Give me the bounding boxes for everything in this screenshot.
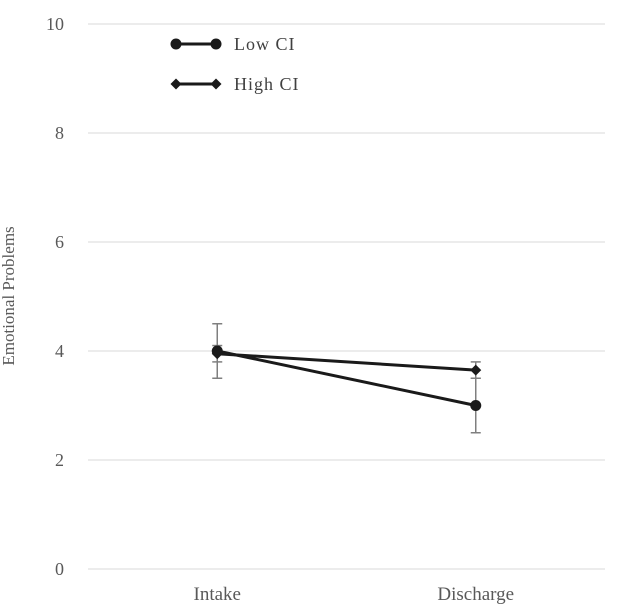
series bbox=[211, 345, 482, 411]
gridlines bbox=[88, 23, 605, 570]
y-tick-label: 6 bbox=[55, 232, 64, 252]
y-axis-ticks: 0 2 4 6 8 10 bbox=[46, 14, 64, 579]
legend-item: Low CI bbox=[170, 34, 296, 54]
legend-marker bbox=[170, 78, 182, 90]
series-2 bbox=[211, 348, 482, 376]
x-axis-categories: Intake Discharge bbox=[194, 584, 515, 605]
legend-label: Low CI bbox=[234, 34, 296, 54]
legend-marker bbox=[210, 78, 222, 90]
legend-label: High CI bbox=[234, 74, 300, 94]
legend: Low CI High CI bbox=[170, 34, 300, 94]
y-tick-label: 4 bbox=[55, 341, 64, 361]
x-category-label: Discharge bbox=[437, 584, 514, 605]
legend-item: High CI bbox=[170, 74, 300, 94]
series-line bbox=[217, 352, 476, 372]
y-tick-label: 10 bbox=[46, 14, 64, 34]
legend-marker bbox=[170, 38, 182, 50]
y-axis-label: Emotional Problems bbox=[0, 226, 18, 365]
data-point bbox=[211, 348, 223, 360]
legend-marker bbox=[210, 38, 222, 50]
series-line bbox=[216, 349, 477, 407]
data-point bbox=[470, 400, 482, 411]
y-tick-label: 2 bbox=[55, 450, 64, 470]
data-point bbox=[470, 364, 482, 376]
y-tick-label: 8 bbox=[55, 123, 64, 143]
y-tick-label: 0 bbox=[55, 559, 64, 579]
x-category-label: Intake bbox=[194, 584, 241, 605]
